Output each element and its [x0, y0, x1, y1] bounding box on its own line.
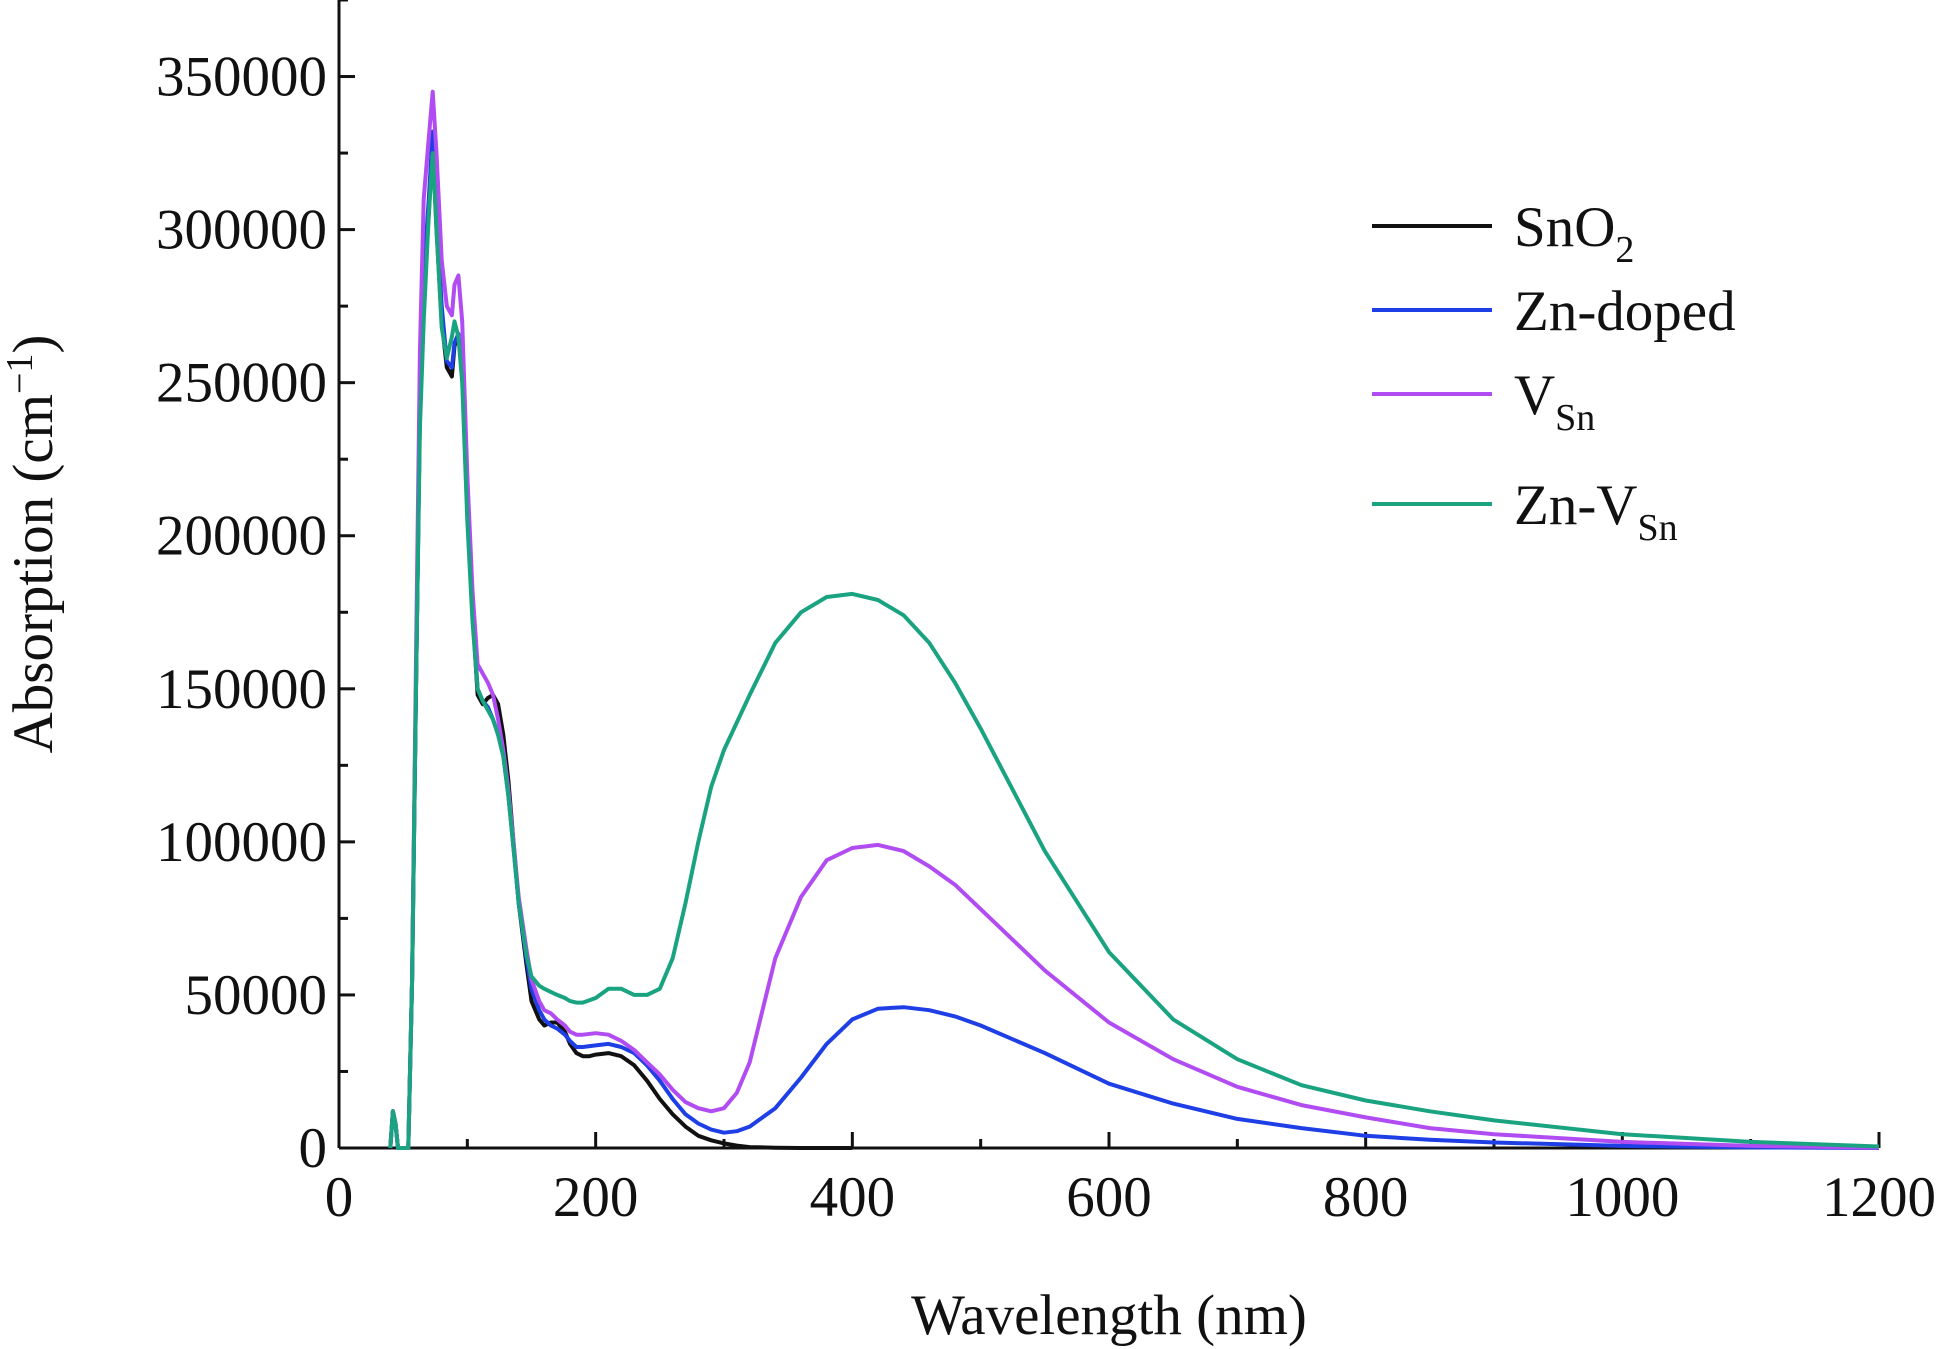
y-axis-title: Absorption (cm−1) [0, 335, 65, 754]
legend-label: SnO2 [1514, 196, 1634, 271]
x-axis-title: Wavelength (nm) [911, 1284, 1307, 1347]
y-tick-label: 50000 [185, 964, 328, 1027]
x-tick-label: 200 [553, 1166, 639, 1229]
legend: SnO2 Zn-doped VSn Zn-VSn [1372, 196, 1736, 549]
x-tick-label: 800 [1323, 1166, 1409, 1229]
y-tick-label: 150000 [156, 658, 327, 721]
x-tick-label: 600 [1066, 1166, 1152, 1229]
legend-label: Zn-doped [1514, 280, 1736, 343]
series-line-zn-vsn [388, 151, 1880, 1150]
series-line-vsn [388, 89, 1880, 1150]
y-tick-label: 300000 [156, 199, 327, 262]
y-tick-label: 350000 [156, 46, 327, 109]
x-tick-label: 0 [325, 1166, 354, 1229]
legend-label: Zn-VSn [1514, 474, 1678, 549]
y-tick-label: 200000 [156, 505, 327, 568]
y-tick-label: 250000 [156, 352, 327, 415]
plot-area [388, 89, 1880, 1150]
x-tick-label: 1200 [1822, 1166, 1936, 1229]
axes: 0 200 400 600 800 1000 1200 0 50000 100000 150000 2… [156, 0, 1936, 1229]
y-tick-label: 100000 [156, 811, 327, 874]
x-tick-label: 1000 [1565, 1166, 1679, 1229]
y-tick-label: 0 [299, 1117, 328, 1180]
x-tick-label: 400 [810, 1166, 896, 1229]
legend-label: VSn [1514, 364, 1595, 439]
